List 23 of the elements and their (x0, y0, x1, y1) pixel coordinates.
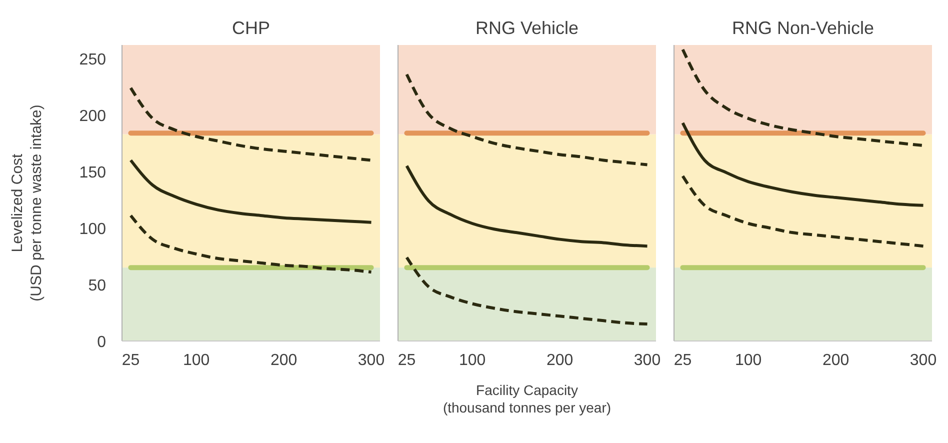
x-tick-label: 300 (358, 352, 385, 369)
x-tick-label: 25 (674, 352, 692, 369)
y-tick-label: 0 (97, 334, 106, 351)
chart-title: CHP (232, 18, 270, 38)
x-tick-label: 25 (398, 352, 416, 369)
x-tick-label: 300 (634, 352, 661, 369)
x-tick-label: 100 (734, 352, 762, 369)
y-tick-label: 200 (79, 108, 106, 126)
x-tick-label: 100 (182, 352, 210, 369)
y-tick-label: 100 (79, 221, 106, 238)
y-axis-title: Levelized Cost (USD per tonne waste intake) (9, 104, 45, 302)
y-tick-label: 250 (79, 52, 106, 69)
x-tick-label: 200 (270, 352, 298, 369)
y-tick-label: 50 (88, 278, 106, 295)
x-tick-label: 200 (822, 352, 850, 369)
chart-title: RNG Vehicle (475, 18, 579, 38)
x-tick-label: 200 (546, 352, 574, 369)
x-tick-label: 100 (458, 352, 486, 369)
x-axis-title: Facility Capacity (thousand tonnes per year) (442, 382, 612, 416)
y-tick-label: 150 (79, 164, 106, 182)
x-tick-label: 25 (122, 352, 140, 369)
x-tick-label: 300 (910, 352, 937, 369)
chart-title: RNG Non-Vehicle (732, 18, 874, 38)
